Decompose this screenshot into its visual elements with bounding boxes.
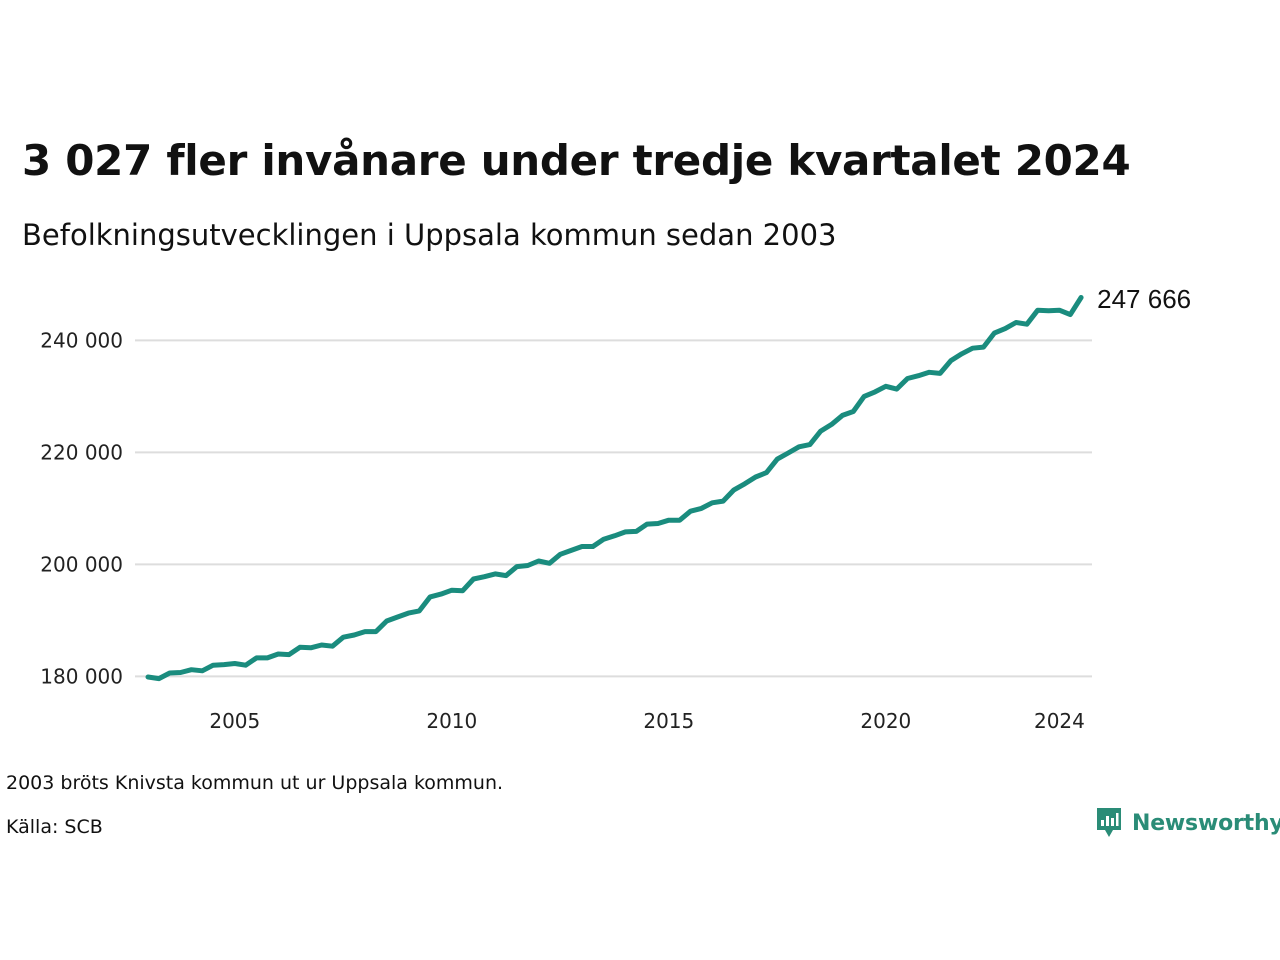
brand-name: Newsworthy <box>1132 810 1280 836</box>
y-tick-label: 220 000 <box>40 440 123 464</box>
x-tick-label: 2024 <box>1034 709 1085 733</box>
chart-gridlines <box>135 339 1092 678</box>
x-tick-label: 2010 <box>426 709 477 733</box>
y-axis-ticks: 180 000 200 000 220 000 240 000 <box>40 328 123 688</box>
brand-logo: Newsworthy <box>1095 806 1280 840</box>
page-title: 3 027 fler invånare under tredje kvartal… <box>22 136 1131 185</box>
x-axis-ticks: 2005 2010 2015 2020 2024 <box>209 709 1085 733</box>
page-subtitle: Befolkningsutvecklingen i Uppsala kommun… <box>22 218 837 252</box>
y-tick-label: 180 000 <box>40 664 123 688</box>
chart-series <box>145 295 1084 682</box>
x-tick-label: 2020 <box>860 709 911 733</box>
newsworthy-logo-icon <box>1097 808 1121 837</box>
source-label: Källa: SCB <box>6 816 103 838</box>
y-tick-label: 240 000 <box>40 328 123 352</box>
x-tick-label: 2015 <box>643 709 694 733</box>
footnote: 2003 bröts Knivsta kommun ut ur Uppsala … <box>6 772 504 794</box>
x-tick-label: 2005 <box>209 709 260 733</box>
population-series-line <box>145 295 1084 682</box>
population-line-chart: 180 000 200 000 220 000 240 000 2005 2010 201… <box>40 284 1191 733</box>
y-tick-label: 200 000 <box>40 552 123 576</box>
last-value-label: 247 666 <box>1097 284 1191 314</box>
